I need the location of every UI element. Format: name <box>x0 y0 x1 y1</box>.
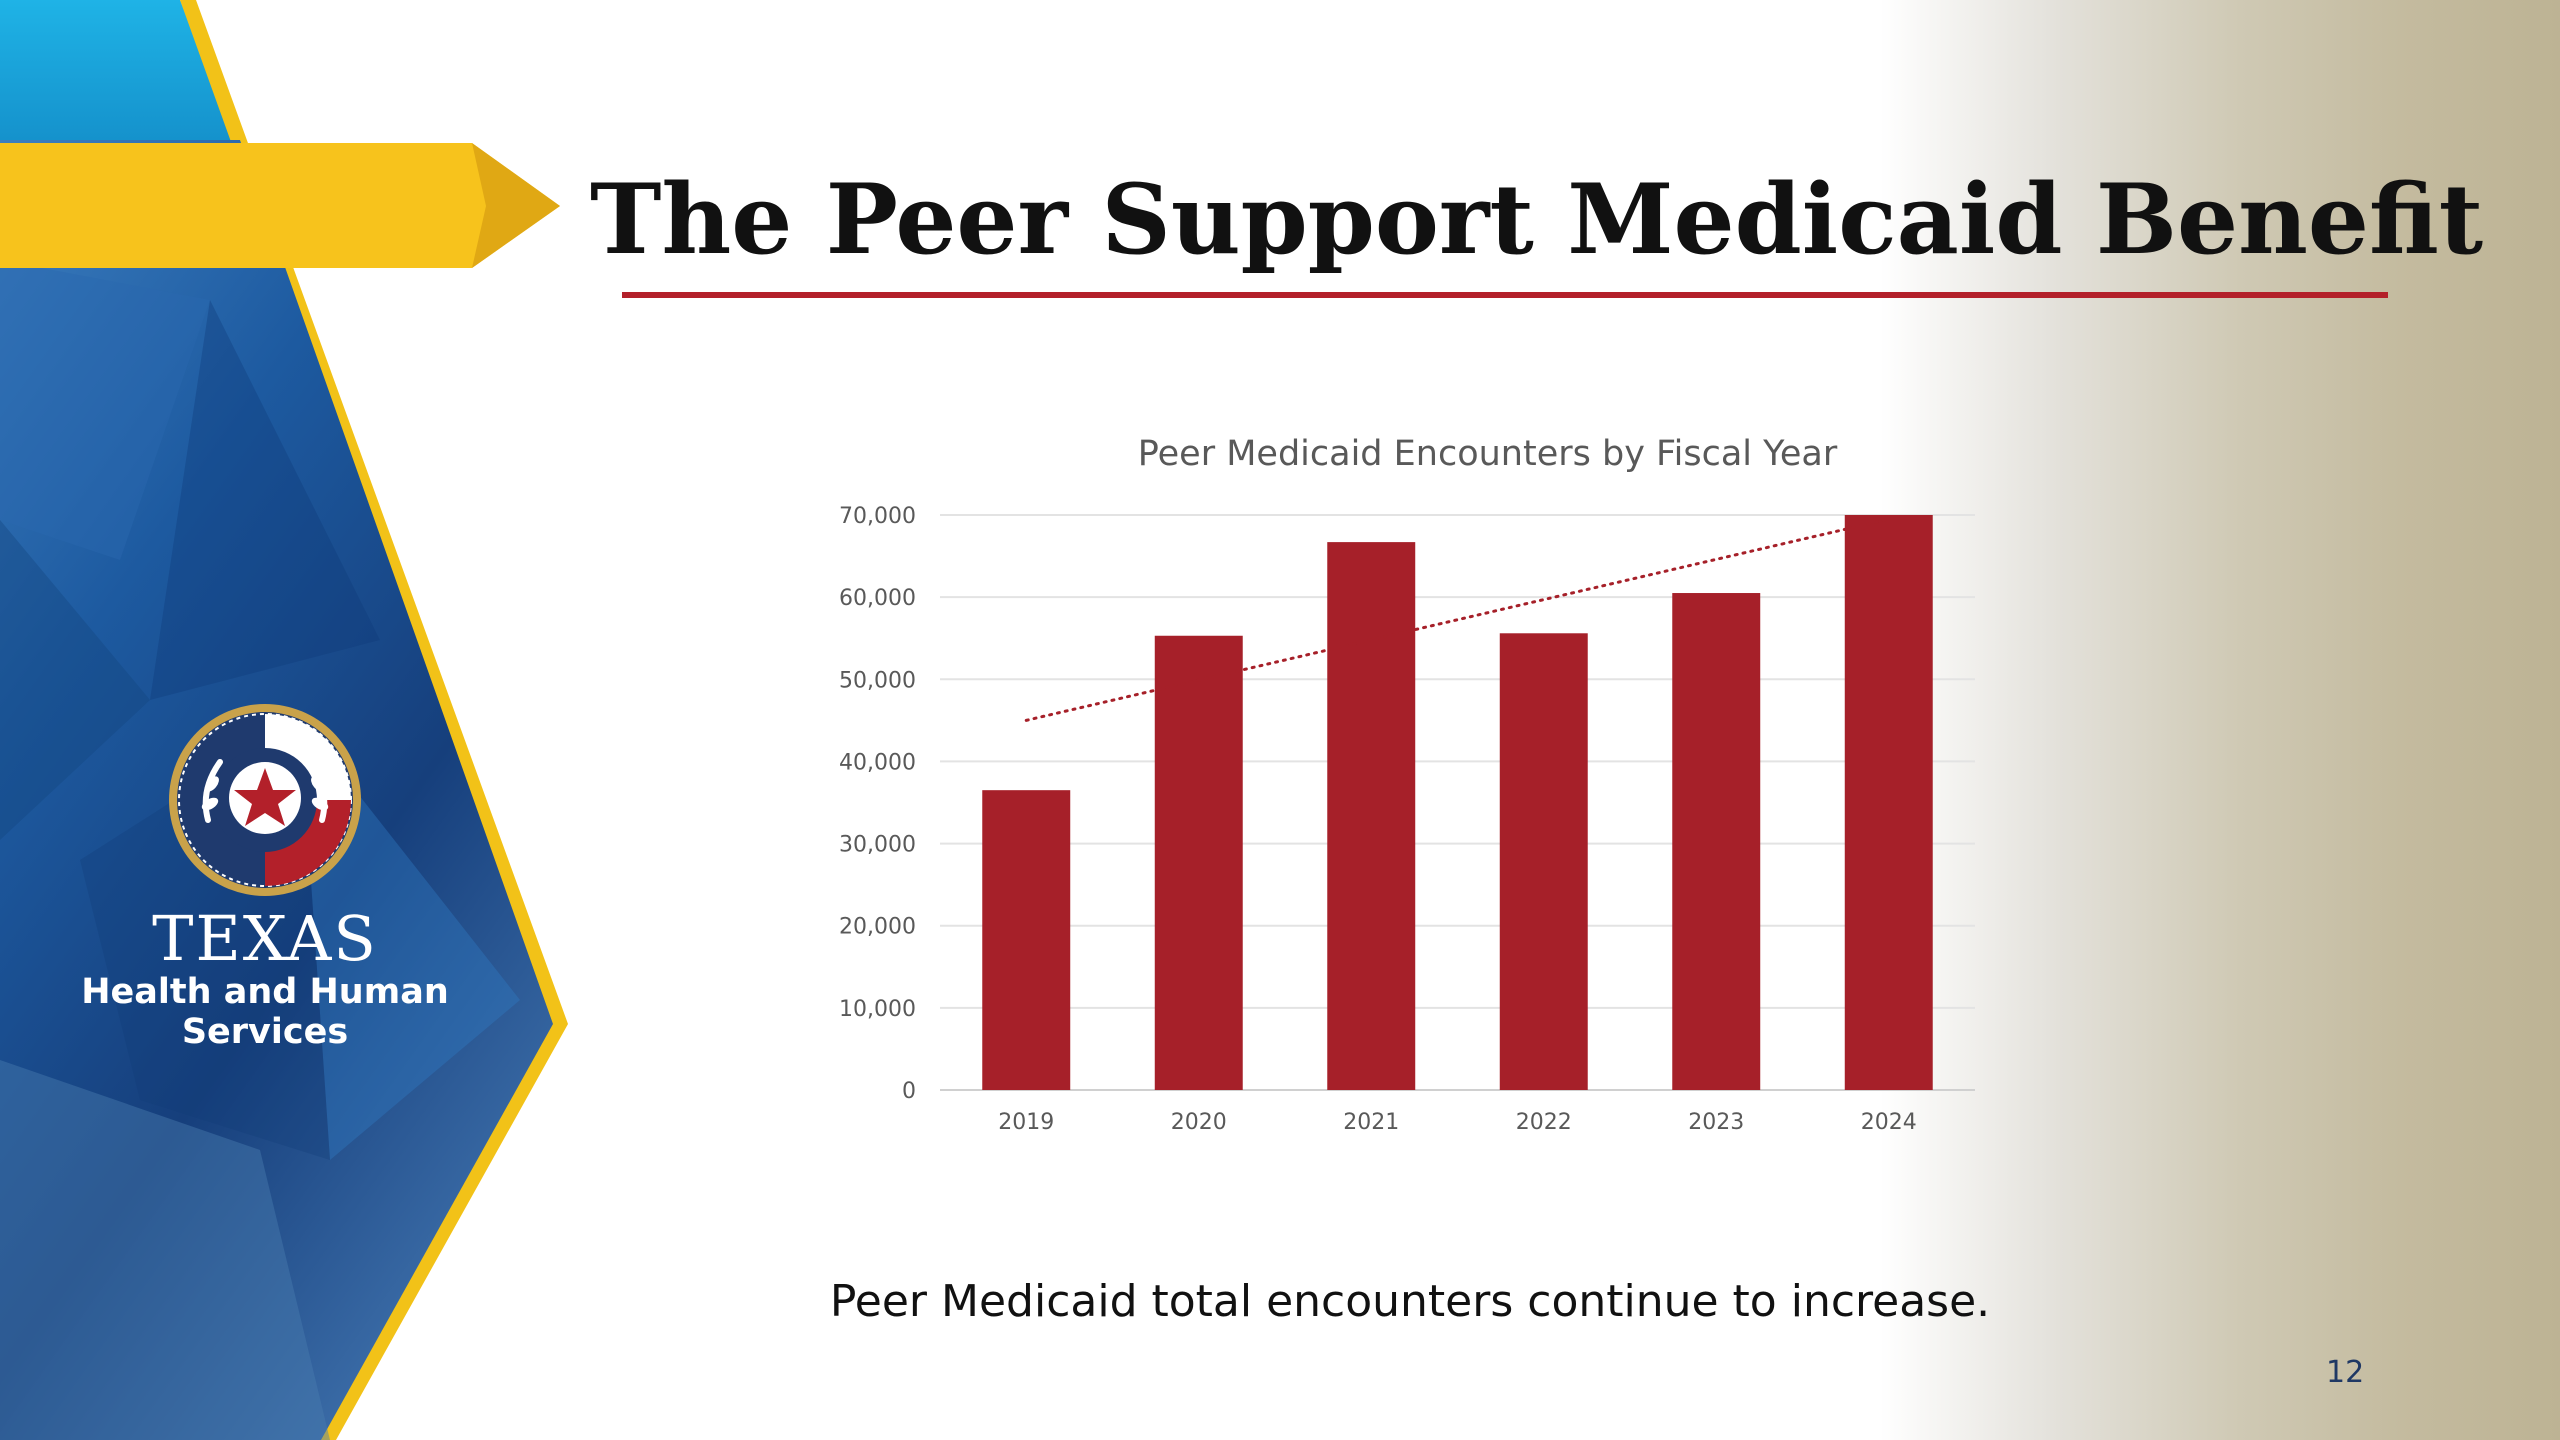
trendline <box>1024 517 1891 722</box>
bar-2024 <box>1844 515 1933 1090</box>
texas-seal-icon <box>169 704 361 896</box>
bar-2022 <box>1499 633 1588 1090</box>
x-tick-label: 2019 <box>998 1110 1054 1135</box>
y-tick-label: 20,000 <box>839 915 916 940</box>
y-tick-label: 50,000 <box>839 668 916 693</box>
left-branding-panel: TEXAS Health and Human Services <box>0 0 580 1440</box>
encounters-bar-chart: Peer Medicaid Encounters by Fiscal Year 0… <box>780 420 2020 1160</box>
page-number: 12 <box>2326 1355 2365 1390</box>
title-underline <box>622 292 2388 298</box>
y-tick-label: 70,000 <box>839 504 916 529</box>
logo-hhs-line1: Health and Human <box>81 972 449 1012</box>
logo-texas-text: TEXAS <box>152 902 378 975</box>
y-tick-label: 30,000 <box>839 833 916 858</box>
x-tick-label: 2023 <box>1688 1110 1744 1135</box>
slide-caption: Peer Medicaid total encounters continue … <box>829 1276 1991 1327</box>
x-tick-label: 2022 <box>1516 1110 1572 1135</box>
bar-2020 <box>1154 635 1243 1090</box>
sky-panel-shape <box>0 0 235 140</box>
slide-title: The Peer Support Medicaid Benefit <box>590 163 2484 276</box>
y-tick-label: 60,000 <box>839 586 916 611</box>
x-tick-label: 2021 <box>1343 1110 1399 1135</box>
hhs-logo: TEXAS Health and Human Services <box>60 700 470 1052</box>
bar-2019 <box>982 790 1071 1090</box>
chart-canvas: Peer Medicaid Encounters by Fiscal Year 0… <box>839 434 1975 1135</box>
bar-2023 <box>1672 593 1761 1090</box>
y-tick-label: 0 <box>902 1079 916 1104</box>
bar-2021 <box>1327 542 1416 1090</box>
y-tick-label: 10,000 <box>839 997 916 1022</box>
x-tick-label: 2024 <box>1861 1110 1917 1135</box>
yellow-arrow-shape <box>0 143 560 268</box>
chart-title: Peer Medicaid Encounters by Fiscal Year <box>1138 434 1838 474</box>
y-tick-label: 40,000 <box>839 750 916 775</box>
x-tick-label: 2020 <box>1171 1110 1227 1135</box>
logo-hhs-line2: Services <box>181 1012 349 1052</box>
